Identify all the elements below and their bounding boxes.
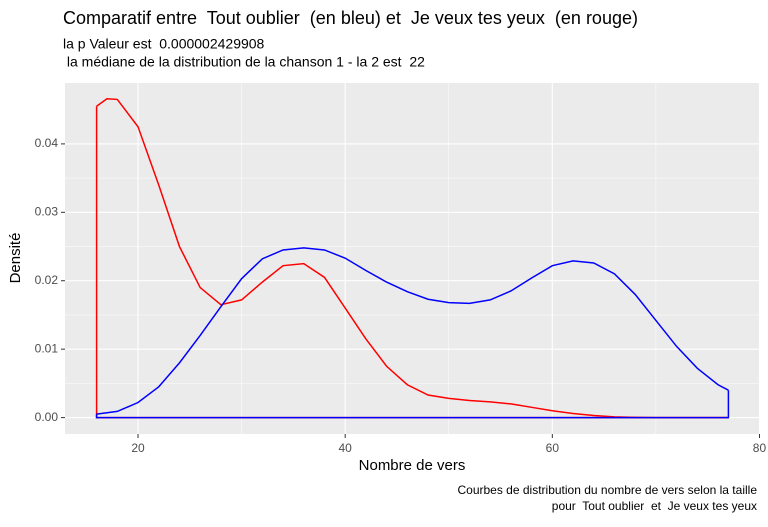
x-tick-label: 40 <box>338 441 352 455</box>
y-tick-label: 0.03 <box>35 204 59 218</box>
subtitle: la p Valeur est 0.000002429908 <box>63 36 265 52</box>
y-tick-label: 0.02 <box>35 273 59 287</box>
density-curve <box>96 247 729 415</box>
chart-title: Comparatif entre Tout oublier (en bleu) … <box>63 8 638 28</box>
y-tick-label: 0.04 <box>35 136 59 150</box>
y-tick-label: 0.01 <box>35 341 59 355</box>
x-tick-label: 20 <box>131 441 145 455</box>
x-tick-label: 80 <box>753 441 767 455</box>
caption: pour Tout oublier et Je veux tes yeux <box>552 499 757 513</box>
caption: Courbes de distribution du nombre de ver… <box>457 483 757 497</box>
panel <box>65 83 760 434</box>
x-tick-label: 60 <box>546 441 560 455</box>
x-axis-title: Nombre de vers <box>359 457 466 474</box>
subtitle: la médiane de la distribution de la chan… <box>63 54 425 70</box>
density-outline <box>95 390 730 419</box>
y-axis-title: Densité <box>7 233 24 284</box>
y-tick-label: 0.00 <box>35 410 59 424</box>
